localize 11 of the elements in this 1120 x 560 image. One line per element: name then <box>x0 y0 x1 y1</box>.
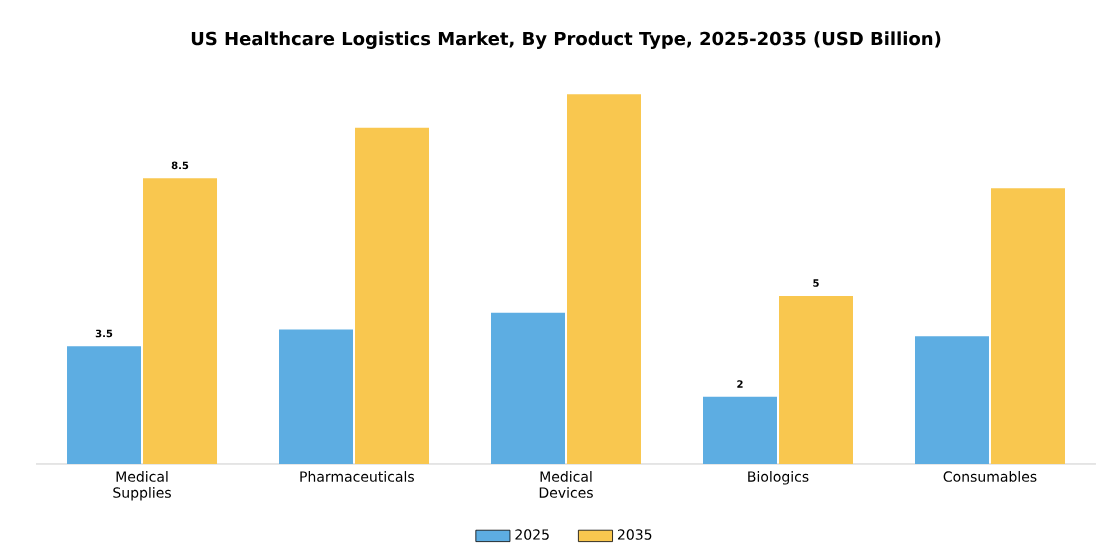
bar <box>355 127 429 464</box>
chart-title: US Healthcare Logistics Market, By Product Type, 2025-2035 (USD Billion) <box>191 31 941 49</box>
bar <box>779 295 853 464</box>
bar <box>67 346 142 464</box>
bar <box>915 336 989 464</box>
bar <box>990 188 1065 464</box>
bar <box>567 94 641 464</box>
bar <box>143 178 218 464</box>
bar <box>703 396 777 464</box>
bar <box>491 312 566 464</box>
bar <box>279 329 354 464</box>
